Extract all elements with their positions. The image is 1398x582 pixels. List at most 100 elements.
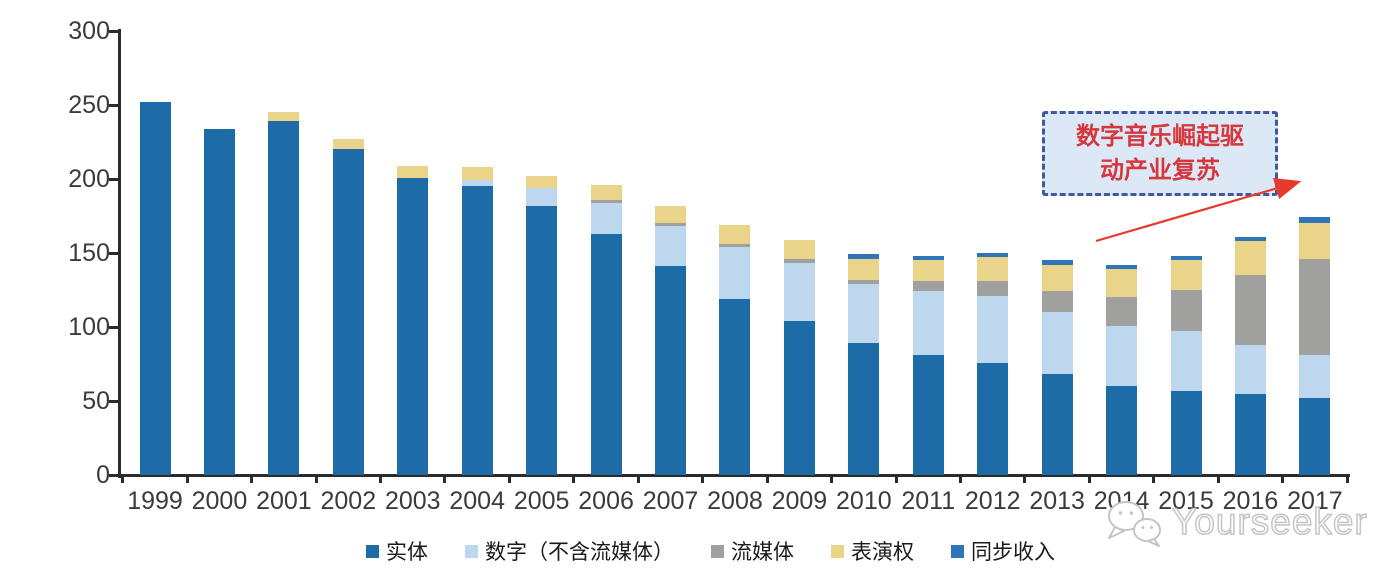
- bar-segment-2006: [590, 202, 622, 234]
- x-axis-tick: [572, 475, 576, 483]
- bar-segment-2011: [912, 355, 944, 475]
- x-axis-label: 2000: [191, 487, 248, 515]
- x-axis-label: 2005: [513, 487, 570, 515]
- bar-segment-2012: [977, 257, 1009, 282]
- y-axis-label: 250: [68, 91, 110, 119]
- x-axis-tick: [1281, 475, 1285, 483]
- x-axis-label: 2006: [578, 487, 634, 515]
- y-axis-label: 50: [82, 387, 110, 415]
- bar-segment-2008: [719, 224, 751, 245]
- bar-segment-2012: [977, 362, 1009, 475]
- x-axis-label: 2016: [1222, 487, 1279, 515]
- x-axis-label: 2015: [1158, 487, 1214, 515]
- bar-segment-2016: [1234, 393, 1266, 475]
- annotation-text-line1: 数字音乐崛起驱: [1076, 123, 1244, 150]
- x-axis-label: 2002: [320, 487, 377, 515]
- x-axis-label: 2017: [1287, 487, 1343, 515]
- bar-segment-2008: [719, 247, 751, 299]
- x-axis-tick: [1152, 475, 1156, 483]
- bar-segment-1999: [139, 102, 171, 475]
- x-axis-tick: [314, 475, 318, 483]
- legend-swatch: [831, 544, 844, 558]
- x-axis-tick: [185, 475, 189, 483]
- bar-segment-2006: [590, 184, 622, 200]
- bar-segment-2010: [848, 254, 880, 259]
- x-axis-tick: [507, 475, 511, 483]
- bar-segment-2014: [1106, 269, 1138, 298]
- x-axis-tick: [1023, 475, 1027, 483]
- bar-segment-2017: [1299, 258, 1331, 356]
- y-axis-tick: [109, 29, 118, 33]
- x-axis-label: 2003: [384, 487, 441, 515]
- bar-segment-2013: [1041, 260, 1073, 265]
- bar-segment-2005: [526, 187, 558, 206]
- bar-segment-2002: [332, 149, 364, 475]
- bar-segment-2015: [1170, 290, 1202, 332]
- legend-item: 流媒体: [711, 536, 794, 566]
- x-axis-label: 2008: [707, 487, 763, 515]
- bar-segment-2012: [977, 295, 1009, 363]
- bar-segment-2013: [1041, 264, 1073, 292]
- bar-segment-2012: [977, 253, 1009, 258]
- bar-segment-2013: [1041, 291, 1073, 313]
- bar-segment-2003: [397, 177, 429, 475]
- legend-label: 实体: [386, 540, 428, 564]
- bar-segment-2003: [397, 165, 429, 178]
- legend-item: 数字（不含流媒体）: [465, 536, 674, 566]
- x-axis-tick: [830, 475, 834, 483]
- bar-segment-2009: [783, 263, 815, 322]
- y-axis-tick: [109, 399, 118, 403]
- bar-segment-2001: [268, 121, 300, 475]
- legend-item: 实体: [366, 536, 428, 566]
- watermark: Yourseeker: [1102, 496, 1368, 548]
- bar-segment-2008: [719, 244, 751, 248]
- x-axis-tick: [765, 475, 769, 483]
- bar-segment-2011: [912, 281, 944, 292]
- x-axis-tick: [1087, 475, 1091, 483]
- bar-segment-2011: [912, 260, 944, 282]
- y-axis-label: 200: [68, 165, 110, 193]
- y-axis-line: [118, 29, 121, 478]
- x-axis-tick: [1216, 475, 1220, 483]
- bar-segment-2006: [590, 233, 622, 475]
- bar-segment-2005: [526, 176, 558, 188]
- legend-swatch: [366, 544, 379, 558]
- x-axis-label: 2013: [1029, 487, 1085, 515]
- bar-segment-2014: [1106, 325, 1138, 387]
- bar-segment-2007: [655, 266, 687, 475]
- x-axis-tick: [894, 475, 898, 483]
- x-axis-tick: [443, 475, 447, 483]
- y-axis-tick: [109, 177, 118, 181]
- bar-segment-2017: [1299, 398, 1331, 475]
- bar-segment-2014: [1106, 297, 1138, 326]
- bar-segment-2009: [783, 258, 815, 264]
- bar-segment-2015: [1170, 255, 1202, 261]
- y-axis-label: 300: [68, 17, 110, 45]
- x-axis-label: 2011: [901, 487, 956, 515]
- bar-segment-2012: [977, 281, 1009, 296]
- bar-segment-2016: [1234, 236, 1266, 242]
- y-axis-tick: [109, 473, 118, 477]
- bar-segment-2010: [848, 343, 880, 475]
- y-axis-tick: [109, 251, 118, 255]
- bar-segment-2016: [1234, 275, 1266, 345]
- x-axis-tick: [121, 475, 125, 483]
- chart-legend: 实体 数字（不含流媒体） 流媒体 表演权 同步收入: [366, 536, 1055, 566]
- watermark-label: Yourseeker: [1171, 500, 1368, 543]
- bar-segment-2005: [526, 205, 558, 475]
- x-axis-tick: [701, 475, 705, 483]
- y-axis-label: 100: [68, 313, 110, 341]
- bar-segment-2007: [655, 205, 687, 224]
- bar-segment-2009: [783, 239, 815, 259]
- bar-segment-2015: [1170, 331, 1202, 391]
- x-axis-tick: [636, 475, 640, 483]
- bar-segment-2007: [655, 226, 687, 267]
- legend-label: 流媒体: [731, 540, 794, 564]
- x-axis-tick: [250, 475, 254, 483]
- bar-segment-2011: [912, 255, 944, 261]
- legend-label: 同步收入: [971, 540, 1055, 564]
- bar-segment-2004: [461, 186, 493, 475]
- bar-segment-2009: [783, 321, 815, 475]
- y-axis-tick: [109, 103, 118, 107]
